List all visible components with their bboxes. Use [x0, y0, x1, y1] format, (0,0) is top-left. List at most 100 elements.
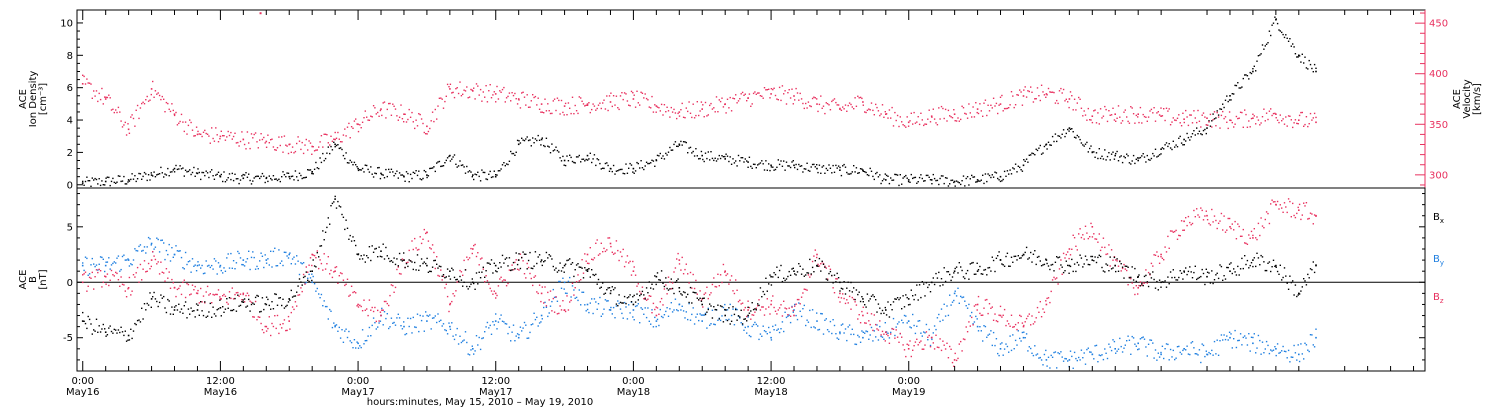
density-series-point — [714, 157, 716, 159]
bx-series-point — [890, 304, 892, 306]
density-series-point — [409, 173, 412, 176]
by-series-point — [769, 331, 771, 334]
bx-series-point — [1185, 267, 1187, 269]
density-series-point — [909, 181, 911, 183]
bz-series-point — [204, 302, 206, 304]
bz-series-point — [1158, 262, 1161, 264]
by-series-point — [1278, 352, 1280, 354]
density-series-point — [548, 146, 550, 148]
bx-series-point — [274, 293, 276, 295]
bx-series-point — [1201, 268, 1203, 271]
density-series-point — [1058, 135, 1061, 137]
density-series-point — [674, 141, 677, 143]
bx-series-point — [281, 304, 283, 307]
velocity-series-point — [1137, 116, 1139, 118]
by-series-point — [512, 324, 515, 326]
by-series-point — [160, 239, 162, 242]
bz-series-point — [516, 268, 519, 270]
density-series-point — [702, 158, 704, 161]
velocity-series-point — [1050, 91, 1052, 93]
density-series-point — [843, 163, 845, 166]
bz-series-point — [490, 290, 493, 292]
by-series-point — [597, 303, 600, 305]
bx-series-point — [977, 269, 980, 271]
bz-series-point — [307, 271, 309, 273]
velocity-series-point — [361, 121, 364, 123]
bx-series-point — [719, 305, 722, 307]
bx-series-point — [595, 273, 597, 276]
density-series-point — [853, 165, 855, 167]
velocity-series-point — [523, 96, 526, 98]
bz-series-point — [676, 258, 678, 260]
velocity-series-point — [1132, 113, 1135, 115]
density-series-point — [608, 170, 611, 172]
velocity-series-point — [693, 117, 696, 119]
by-series-point — [1139, 338, 1142, 340]
bx-series-point — [216, 309, 218, 311]
density-series-point — [603, 167, 605, 170]
bz-series-point — [1202, 219, 1205, 221]
velocity-series-point — [115, 109, 117, 111]
bz-series-point — [1068, 257, 1070, 260]
bx-series-point — [333, 201, 335, 203]
bx-series-point — [1110, 268, 1113, 270]
by-series-point — [1183, 348, 1185, 350]
velocity-series-point — [1198, 120, 1201, 122]
bz-series-point — [530, 277, 532, 280]
bz-series-point — [1002, 314, 1004, 316]
velocity-series-point — [595, 109, 597, 111]
bx-series-point — [342, 216, 345, 218]
bx-series-point — [979, 265, 981, 268]
bx-series-point — [729, 323, 731, 325]
density-series-point — [781, 165, 784, 167]
bx-series-point — [774, 273, 777, 276]
by-series-point — [467, 353, 469, 355]
bz-series-point — [449, 303, 451, 306]
bz-series-point — [741, 302, 744, 304]
density-series-point — [176, 168, 179, 171]
bx-series-point — [239, 304, 242, 307]
bx-series-point — [1130, 276, 1132, 279]
density-series-point — [872, 175, 874, 178]
density-series-point — [964, 185, 966, 187]
x-tick-time: 12:00 — [206, 376, 235, 387]
bz-series-point — [916, 338, 918, 340]
density-series-point — [662, 155, 664, 157]
bx-series-point — [643, 294, 645, 296]
bz-series-point — [386, 302, 388, 305]
by-series-point — [1229, 336, 1231, 339]
velocity-series-point — [905, 126, 907, 128]
density-series-point — [773, 169, 775, 171]
by-series-point — [1161, 345, 1164, 347]
by-series-point — [90, 264, 92, 266]
bz-series-point — [976, 303, 979, 306]
velocity-series-point — [880, 113, 882, 115]
density-series-point — [703, 160, 705, 163]
bz-series-point — [776, 313, 778, 315]
bx-series-point — [582, 277, 585, 279]
by-series-point — [1112, 339, 1114, 341]
density-series-point — [912, 177, 914, 180]
velocity-series-point — [1106, 120, 1109, 123]
by-series-point — [814, 327, 816, 329]
bx-series-point — [730, 320, 733, 322]
bz-series-point — [379, 311, 382, 313]
by-series-point — [309, 277, 312, 279]
velocity-series-point — [953, 109, 955, 111]
bz-series-point — [1039, 301, 1041, 303]
density-series-point — [270, 177, 272, 180]
bz-series-point — [194, 285, 196, 288]
velocity-series-point — [1290, 119, 1292, 121]
bx-series-point — [1043, 263, 1046, 266]
velocity-series-point — [634, 106, 637, 108]
legend-label: B — [1433, 212, 1440, 223]
bz-series-point — [1098, 233, 1100, 235]
bx-series-point — [1228, 263, 1231, 265]
bx-series-point — [975, 273, 977, 275]
by-series-point — [511, 331, 513, 333]
velocity-series-point — [875, 103, 877, 106]
bx-series-point — [495, 270, 497, 272]
bz-series-point — [195, 292, 198, 294]
density-series-point — [460, 164, 463, 167]
by-series-point — [730, 314, 733, 317]
